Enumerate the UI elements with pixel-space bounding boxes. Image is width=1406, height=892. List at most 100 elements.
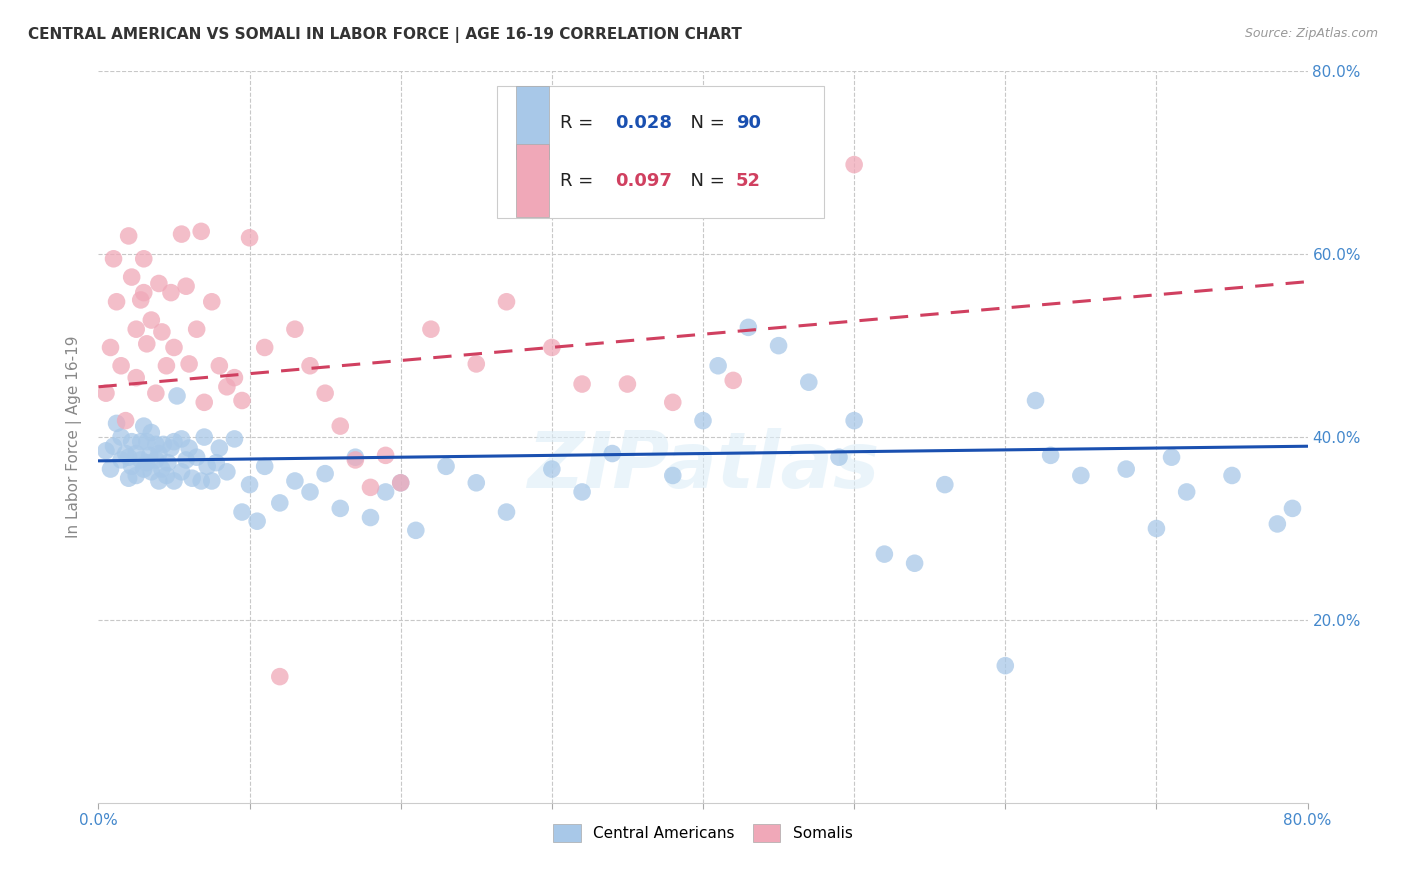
Text: 90: 90 bbox=[735, 114, 761, 132]
Point bbox=[231, 505, 253, 519]
Point bbox=[269, 496, 291, 510]
Point bbox=[360, 510, 382, 524]
Point bbox=[768, 338, 790, 352]
Point bbox=[163, 474, 186, 488]
Point bbox=[269, 670, 291, 684]
Point bbox=[284, 322, 307, 336]
Text: 0.028: 0.028 bbox=[614, 114, 672, 132]
Point bbox=[231, 393, 253, 408]
Point bbox=[110, 453, 132, 467]
Point bbox=[344, 450, 367, 465]
Point bbox=[186, 322, 208, 336]
Point bbox=[105, 417, 128, 431]
Point bbox=[145, 386, 167, 401]
Point bbox=[132, 462, 155, 476]
Point bbox=[1024, 393, 1046, 408]
Point bbox=[1160, 450, 1182, 465]
Point bbox=[329, 419, 352, 434]
Point bbox=[844, 158, 866, 172]
Point bbox=[121, 459, 143, 474]
Point bbox=[661, 468, 683, 483]
Text: R =: R = bbox=[561, 172, 599, 190]
FancyBboxPatch shape bbox=[498, 86, 824, 218]
Point bbox=[828, 450, 851, 465]
Point bbox=[135, 336, 157, 351]
Point bbox=[239, 231, 262, 245]
Point bbox=[224, 370, 246, 384]
Point bbox=[1070, 468, 1092, 483]
Point bbox=[163, 341, 186, 355]
Point bbox=[253, 459, 276, 474]
Point bbox=[314, 467, 336, 481]
Point bbox=[105, 294, 128, 309]
Point bbox=[405, 524, 427, 538]
Point bbox=[571, 377, 593, 392]
Point bbox=[1175, 485, 1198, 500]
Point bbox=[602, 446, 624, 460]
Point bbox=[160, 441, 183, 455]
Point bbox=[873, 547, 896, 561]
Point bbox=[374, 485, 396, 500]
Point bbox=[125, 468, 148, 483]
Point bbox=[389, 475, 412, 490]
Point bbox=[434, 459, 457, 474]
Point bbox=[141, 425, 163, 440]
Point bbox=[145, 437, 167, 451]
Point bbox=[253, 341, 276, 355]
Point bbox=[344, 453, 367, 467]
Point bbox=[145, 453, 167, 467]
Point bbox=[495, 505, 517, 519]
Point bbox=[195, 459, 218, 474]
Point bbox=[150, 325, 173, 339]
Point bbox=[181, 471, 204, 485]
Point bbox=[132, 285, 155, 300]
Point bbox=[118, 471, 141, 485]
Point bbox=[103, 252, 125, 266]
Point bbox=[170, 432, 193, 446]
Point bbox=[329, 501, 352, 516]
Point bbox=[166, 389, 188, 403]
Point bbox=[465, 475, 488, 490]
Point bbox=[389, 475, 412, 490]
Point bbox=[299, 359, 322, 373]
Point bbox=[94, 443, 117, 458]
Point bbox=[360, 480, 382, 494]
Point bbox=[707, 359, 730, 373]
Point bbox=[125, 322, 148, 336]
Point bbox=[148, 474, 170, 488]
Point bbox=[239, 477, 262, 491]
Point bbox=[1281, 501, 1303, 516]
Point bbox=[994, 658, 1017, 673]
Point bbox=[110, 359, 132, 373]
Point bbox=[163, 434, 186, 449]
Point bbox=[179, 357, 201, 371]
Point bbox=[139, 448, 162, 462]
Point bbox=[170, 465, 193, 479]
Text: 0.097: 0.097 bbox=[614, 172, 672, 190]
Point bbox=[571, 485, 593, 500]
Bar bbox=[516, 145, 550, 218]
Point bbox=[540, 462, 562, 476]
Point bbox=[135, 456, 157, 470]
Point bbox=[844, 414, 866, 428]
Point bbox=[150, 462, 173, 476]
Point bbox=[114, 414, 136, 428]
Point bbox=[118, 450, 141, 465]
Point bbox=[193, 395, 215, 409]
Point bbox=[246, 514, 269, 528]
Point bbox=[174, 279, 197, 293]
Point bbox=[284, 474, 307, 488]
Point bbox=[152, 437, 174, 451]
Point bbox=[141, 313, 163, 327]
Point bbox=[692, 414, 714, 428]
Point bbox=[114, 446, 136, 460]
Point bbox=[100, 341, 122, 355]
Point bbox=[170, 227, 193, 241]
Bar bbox=[516, 87, 550, 160]
Point bbox=[125, 370, 148, 384]
Point bbox=[121, 270, 143, 285]
Point bbox=[118, 229, 141, 244]
Point bbox=[540, 341, 562, 355]
Text: R =: R = bbox=[561, 114, 599, 132]
Point bbox=[904, 556, 927, 570]
